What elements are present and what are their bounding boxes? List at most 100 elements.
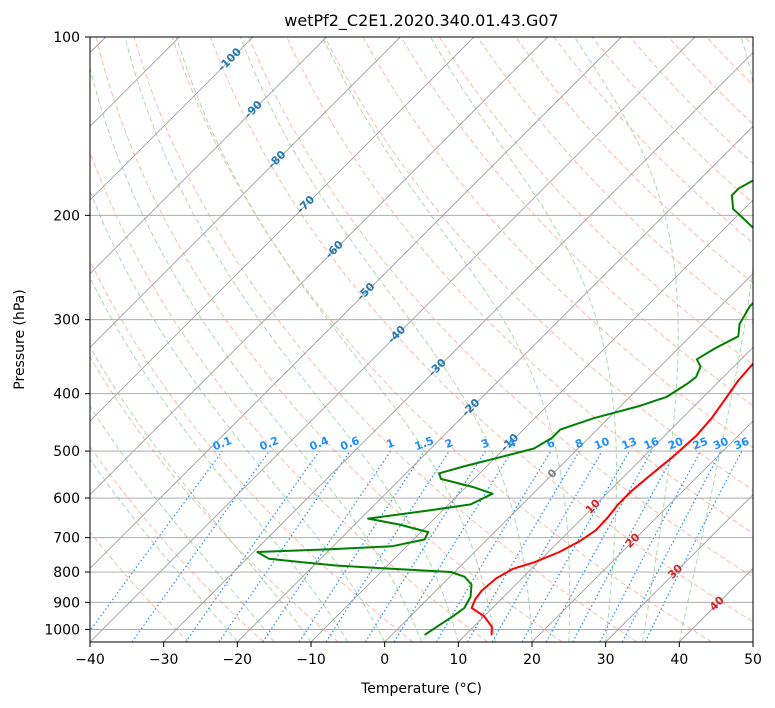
mixing-ratio-line (325, 450, 450, 642)
moist-adiabat (239, 37, 533, 642)
moist-adiabat (678, 37, 753, 642)
dry-adiabat (286, 37, 753, 534)
dry-adiabat (324, 37, 753, 491)
y-tick-label: 400 (53, 387, 80, 403)
isotherm-line (531, 420, 753, 642)
isotherm-line (90, 37, 327, 275)
isotherm-line (90, 37, 475, 422)
dry-adiabat (90, 356, 339, 642)
mixing-ratio-label: 3 (479, 436, 491, 451)
mixing-ratio-label: 20 (666, 435, 685, 453)
x-tick-label: 0 (380, 652, 389, 668)
isotherm-label: 40 (707, 593, 727, 613)
isotherm-label: 10 (583, 496, 603, 516)
isotherm-label: 30 (665, 561, 685, 581)
y-tick-label: 1000 (44, 622, 80, 638)
mixing-ratio-label: 13 (620, 435, 639, 453)
dewpoint-profile (256, 179, 753, 636)
mixing-ratio-label: 25 (691, 435, 710, 453)
mixing-ratio-line (262, 450, 392, 642)
dry-adiabat (90, 259, 414, 642)
moist-adiabat (322, 37, 571, 642)
mixing-ratio-line (435, 450, 552, 642)
moist-adiabat (574, 37, 679, 642)
isotherm-line (90, 37, 254, 201)
mixing-ratio-line (218, 450, 351, 642)
mixing-ratio-line (185, 450, 320, 642)
mixing-ratio-label: 1.5 (413, 434, 436, 453)
y-tick-label: 600 (53, 491, 80, 507)
isotherm-line (163, 52, 753, 642)
mixing-ratio-line (131, 450, 270, 642)
reference-labels: -100-90-80-70-60-50-40-30-20-10010203040… (211, 45, 752, 614)
dry-adiabat (90, 445, 264, 642)
x-tick-label: 20 (523, 652, 541, 668)
moist-adiabat (430, 37, 617, 642)
chart-title: wetPf2_C2E1.2020.340.01.43.G07 (284, 11, 558, 31)
mixing-ratio-label: 0.4 (308, 434, 331, 453)
isotherm-line (605, 494, 753, 642)
x-tick-label: −10 (296, 652, 326, 668)
y-tick-label: 100 (53, 30, 80, 46)
mixing-ratio-label: 30 (711, 435, 730, 453)
isotherm-line (310, 199, 753, 642)
mixing-ratio-line (599, 450, 702, 642)
x-axis-label: Temperature (°C) (360, 681, 482, 697)
mixing-ratio-line (621, 450, 722, 642)
mixing-ratio-line (466, 450, 580, 642)
moist-adiabat (175, 37, 496, 642)
isotherm-line (679, 567, 753, 642)
isotherm-label: -50 (354, 280, 377, 303)
dry-adiabat (591, 37, 753, 204)
mixing-ratio-label: 0.1 (211, 434, 234, 453)
background-lines (90, 24, 775, 642)
dry-adiabat (770, 24, 775, 642)
temperature-profile (470, 362, 753, 636)
isotherm-label: 20 (623, 530, 643, 550)
isotherm-label: -20 (459, 396, 482, 419)
mixing-ratio-line (298, 450, 425, 642)
dry-adiabat (133, 37, 638, 642)
isotherm-line (90, 37, 696, 642)
moist-adiabat (90, 276, 349, 642)
y-axis-label: Pressure (hPa) (12, 289, 28, 389)
y-tick-label: 500 (53, 444, 80, 460)
dry-adiabat (171, 37, 712, 642)
y-tick-label: 800 (53, 565, 80, 581)
mixing-ratio-line (393, 450, 513, 642)
x-tick-label: 40 (670, 652, 688, 668)
isotherm-line (237, 125, 753, 642)
grid-lines (90, 37, 753, 642)
mixing-ratio-label: 8 (573, 436, 585, 451)
x-axis: −40 −30 −20 −10 0 10 20 30 40 50 (75, 642, 762, 668)
isotherm-label: -100 (215, 45, 244, 74)
isotherm-line (458, 346, 753, 642)
mixing-ratio-label: 16 (642, 435, 661, 453)
isotherm-label: -60 (323, 238, 346, 261)
isotherm-line (752, 641, 753, 642)
dry-adiabat (705, 37, 753, 86)
dry-adiabat (438, 37, 753, 366)
y-tick-label: 300 (53, 313, 80, 329)
x-tick-label: 50 (744, 652, 762, 668)
mixing-ratio-label: 2 (443, 436, 455, 451)
x-tick-label: 30 (597, 652, 615, 668)
dry-adiabat (667, 37, 753, 125)
dry-adiabat (90, 531, 190, 642)
dry-adiabat (400, 37, 753, 407)
dry-adiabat (515, 37, 753, 284)
y-tick-label: 900 (53, 595, 80, 611)
isotherm-label: 0 (545, 466, 560, 481)
moist-adiabat (90, 65, 422, 642)
mixing-ratio-label: 0.2 (258, 434, 281, 453)
mixing-ratio-line (521, 450, 631, 642)
moist-adiabat (90, 405, 275, 642)
moist-adiabat (90, 458, 238, 642)
isotherm-label: -70 (294, 193, 317, 216)
y-axis: 100 200 300 400 500 600 700 800 900 1000 (44, 30, 90, 638)
isotherm-label: -40 (385, 323, 408, 346)
x-tick-label: −30 (149, 652, 179, 668)
mixing-ratio-label: 10 (592, 435, 611, 453)
mixing-ratio-line (90, 450, 223, 632)
